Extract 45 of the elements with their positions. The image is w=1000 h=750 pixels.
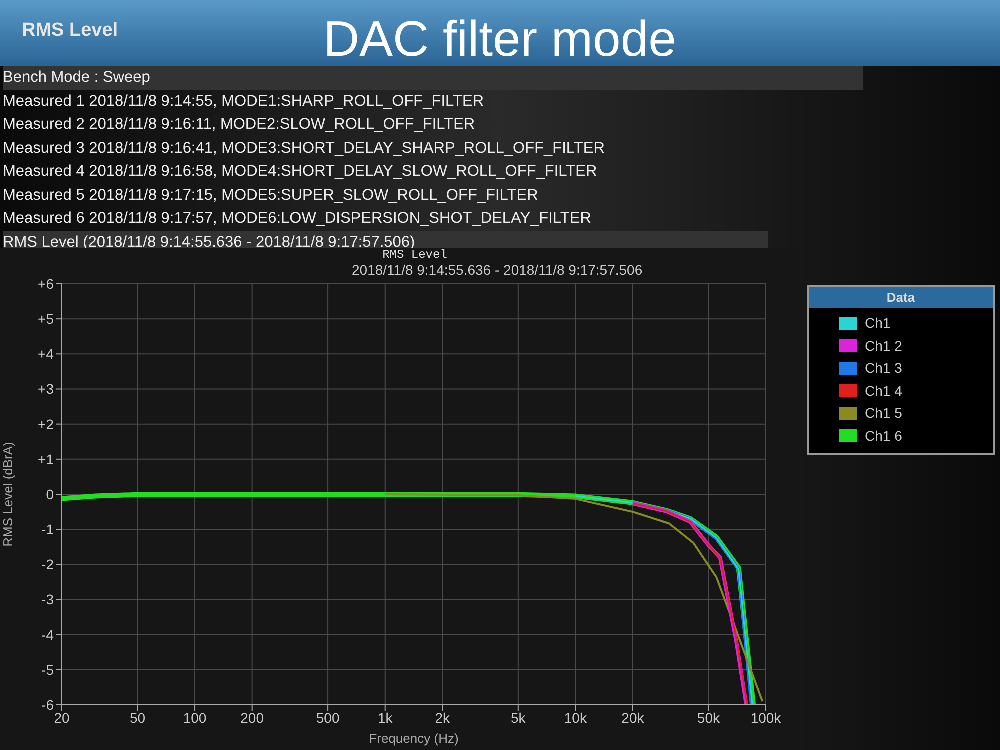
legend-label: Ch1 6 xyxy=(864,426,904,446)
y-tick-label: -4 xyxy=(42,626,54,643)
y-tick-label: +5 xyxy=(38,311,54,328)
y-tick-label: +1 xyxy=(38,451,54,468)
text: Bench Mode : Sweep xyxy=(3,66,863,90)
legend-label: Ch1 xyxy=(864,314,892,334)
x-tick-label: 50 xyxy=(130,710,146,726)
x-tick-label: 1k xyxy=(378,710,394,726)
text: Measured 5 2018/11/8 9:17:15, MODE5:SUPER_SLOW_ROLL_OFF_FILTER xyxy=(3,186,540,206)
y-tick-label: -3 xyxy=(42,592,54,608)
x-tick-label: 50k xyxy=(697,710,721,726)
y-tick-label: +2 xyxy=(38,416,54,432)
legend-label: Ch1 5 xyxy=(864,404,904,424)
x-tick-label: 20k xyxy=(622,710,646,726)
text: Measured 1 2018/11/8 9:14:55, MODE1:SHARP_ROLL_OFF_FILTER xyxy=(3,92,486,112)
y-axis-title: RMS Level (dBrA) xyxy=(0,442,16,547)
chart-subtitle: 2018/11/8 9:14:55.636 - 2018/11/8 9:17:57.506 xyxy=(352,262,643,278)
chart-title: DAC filter mode xyxy=(324,11,676,67)
legend-title: Data xyxy=(809,287,993,308)
x-tick-label: 5k xyxy=(510,710,527,726)
y-tick-label: 0 xyxy=(46,486,54,502)
x-tick-label: 100k xyxy=(750,710,782,726)
legend-label: Ch1 4 xyxy=(864,382,904,401)
y-tick-label: -6 xyxy=(42,696,54,713)
text: Measured 6 2018/11/8 9:17:57, MODE6:LOW_DISPERSION_SHOT_DELAY_FILTER xyxy=(3,209,592,229)
x-tick-label: 200 xyxy=(240,710,264,726)
text: RMS Level xyxy=(382,248,448,262)
legend-label: Ch1 3 xyxy=(864,359,904,378)
legend-label: Ch1 2 xyxy=(864,336,904,356)
x-tick-label: 2k xyxy=(435,710,452,726)
text: RMS Level xyxy=(22,20,118,42)
x-tick-label: 500 xyxy=(316,710,340,726)
x-tick-label: 100 xyxy=(183,710,207,726)
y-tick-label: +3 xyxy=(38,381,54,398)
y-tick-label: -5 xyxy=(42,662,54,678)
text: Measured 3 2018/11/8 9:16:41, MODE3:SHORT_DELAY_SHARP_ROLL_OFF_FILTER xyxy=(3,138,606,158)
y-tick-label: +6 xyxy=(38,276,54,292)
text: Measured 4 2018/11/8 9:16:58, MODE4:SHORT_DELAY_SLOW_ROLL_OFF_FILTER xyxy=(3,162,598,182)
y-tick-label: -1 xyxy=(42,522,54,538)
x-axis-title: Frequency (Hz) xyxy=(369,731,459,746)
y-tick-label: -2 xyxy=(42,556,54,573)
x-tick-label: 10k xyxy=(564,710,588,726)
text: Measured 2 2018/11/8 9:16:11, MODE2:SLOW_ROLL_OFF_FILTER xyxy=(3,115,476,135)
x-tick-label: 20 xyxy=(54,710,70,726)
y-tick-label: +4 xyxy=(38,346,54,362)
